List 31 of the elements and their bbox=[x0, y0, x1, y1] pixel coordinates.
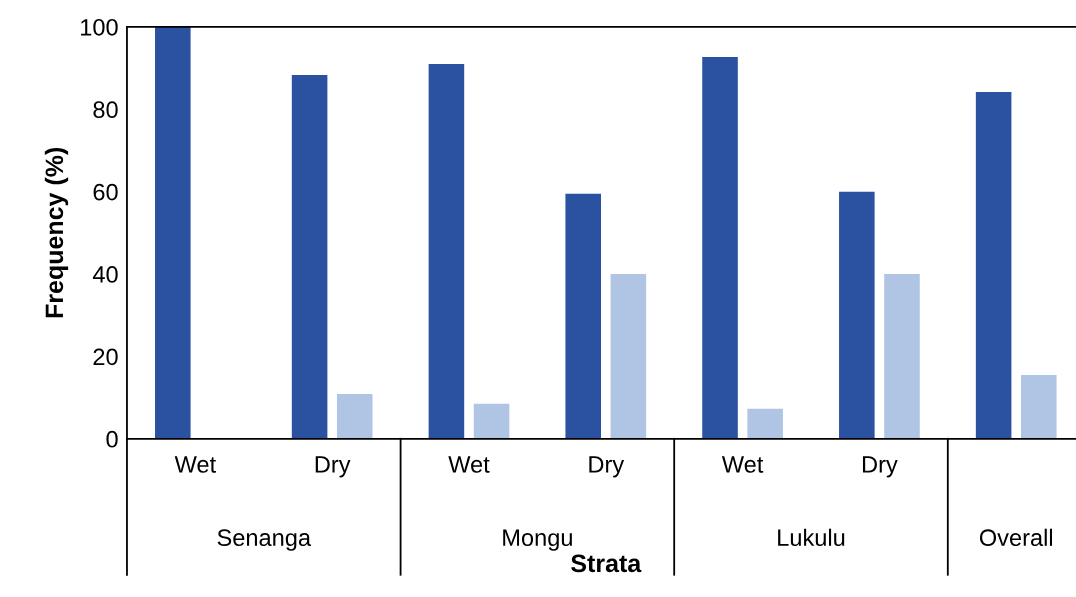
bar bbox=[702, 56, 738, 439]
bar bbox=[565, 193, 601, 439]
bar bbox=[473, 403, 510, 439]
bar bbox=[428, 63, 465, 439]
x-axis-title: Strata bbox=[571, 554, 642, 573]
text: Mongu bbox=[503, 529, 572, 551]
y-tick-label: 40 bbox=[92, 266, 118, 283]
x-tick-label: Dry bbox=[862, 456, 898, 478]
y-tick-label: 100 bbox=[81, 18, 118, 36]
y-axis-title: Frequency (%) bbox=[44, 147, 69, 318]
text: Overall bbox=[979, 528, 1053, 547]
bar bbox=[291, 75, 328, 439]
text: Lukulu bbox=[778, 528, 845, 547]
y-tick-label: 0 bbox=[106, 430, 118, 448]
text: Senanga bbox=[217, 529, 312, 551]
x-tick-label: Wet bbox=[448, 456, 490, 473]
x-tick-label: Wet bbox=[721, 456, 764, 473]
y-tick-label: 80 bbox=[93, 101, 118, 119]
x-tick-label: Dry bbox=[589, 456, 625, 478]
bar bbox=[155, 26, 191, 439]
y-tick-label: 60 bbox=[93, 183, 118, 201]
bar bbox=[1020, 374, 1057, 439]
bar bbox=[839, 191, 875, 439]
y-tick-label: 20 bbox=[93, 348, 118, 366]
bar bbox=[747, 408, 783, 439]
x-tick-label: Wet bbox=[174, 456, 216, 473]
bar bbox=[975, 91, 1012, 439]
bar bbox=[610, 274, 647, 439]
x-tick-label: Dry bbox=[315, 456, 351, 478]
bar bbox=[884, 274, 920, 439]
bar bbox=[336, 393, 373, 439]
